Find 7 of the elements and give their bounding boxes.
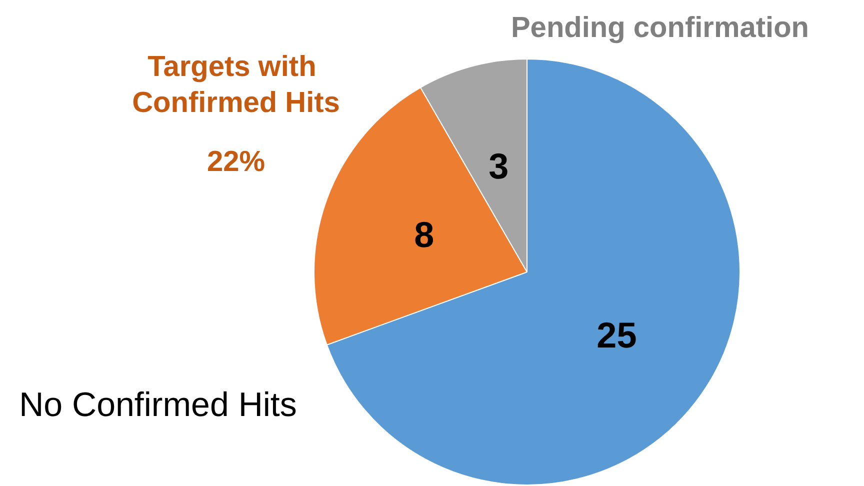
data-label: 8 <box>414 214 434 256</box>
data-label: 3 <box>488 146 509 187</box>
text: 22% <box>206 146 266 178</box>
slice-label: Pending confirmation <box>510 12 810 44</box>
data-label: 25 <box>596 314 637 356</box>
slice-label: Targets with Confirmed Hits <box>132 50 340 120</box>
slice-label: No Confirmed Hits <box>19 386 297 424</box>
